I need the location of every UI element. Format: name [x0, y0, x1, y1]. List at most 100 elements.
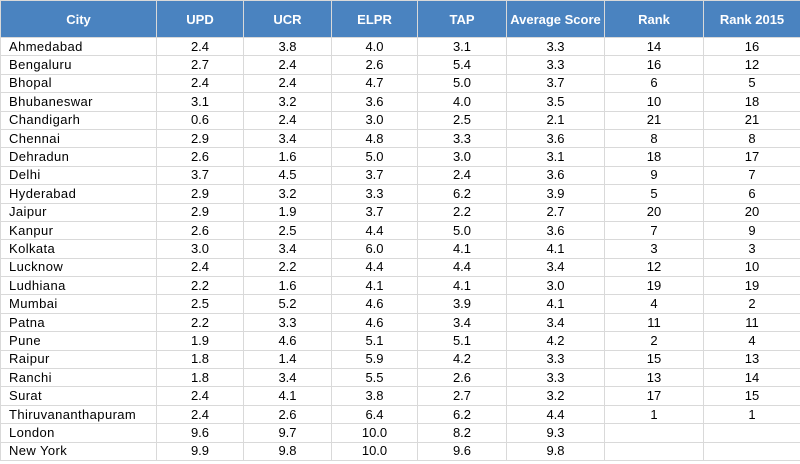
average-score-cell: 3.9 [506, 184, 605, 204]
ucr-cell: 9.8 [243, 441, 332, 461]
header-tap: TAP [417, 0, 507, 38]
ucr-cell: 4.1 [243, 386, 332, 406]
upd-cell: 2.4 [156, 386, 244, 406]
average-score-cell: 3.0 [506, 276, 605, 296]
table-row: Lucknow 2.4 2.2 4.4 4.4 3.4 12 10 [0, 257, 800, 278]
rank-cell: 12 [604, 257, 704, 278]
header-ucr: UCR [243, 0, 332, 38]
city-cell: Jaipur [0, 202, 157, 222]
city-cell: Bengaluru [0, 55, 157, 75]
elpr-cell: 4.8 [331, 128, 418, 149]
table-row: Hyderabad 2.9 3.2 3.3 6.2 3.9 5 6 [0, 184, 800, 204]
table-row: Ludhiana 2.2 1.6 4.1 4.1 3.0 19 19 [0, 276, 800, 296]
city-cell: Dehradun [0, 147, 157, 167]
rank-cell [604, 423, 704, 443]
ucr-cell: 1.9 [243, 202, 332, 222]
rank-2015-cell: 4 [703, 331, 800, 351]
city-cell: Lucknow [0, 257, 157, 278]
elpr-cell: 3.6 [331, 92, 418, 112]
upd-cell: 3.7 [156, 165, 244, 186]
elpr-cell: 3.3 [331, 184, 418, 204]
table-row: Jaipur 2.9 1.9 3.7 2.2 2.7 20 20 [0, 202, 800, 222]
tap-cell: 4.0 [417, 92, 507, 112]
upd-cell: 2.4 [156, 404, 244, 425]
city-cell: Chennai [0, 128, 157, 149]
table-row: Bhopal 2.4 2.4 4.7 5.0 3.7 6 5 [0, 73, 800, 94]
average-score-cell: 4.2 [506, 331, 605, 351]
rank-cell: 6 [604, 73, 704, 94]
table-row: Patna 2.2 3.3 4.6 3.4 3.4 11 11 [0, 312, 800, 333]
elpr-cell: 3.7 [331, 165, 418, 186]
average-score-cell: 3.7 [506, 73, 605, 94]
rank-2015-cell: 6 [703, 184, 800, 204]
ucr-cell: 2.4 [243, 110, 332, 130]
upd-cell: 9.9 [156, 441, 244, 461]
average-score-cell: 3.2 [506, 386, 605, 406]
average-score-cell: 3.5 [506, 92, 605, 112]
table-row: Ahmedabad 2.4 3.8 4.0 3.1 3.3 14 16 [0, 36, 800, 57]
average-score-cell: 3.3 [506, 349, 605, 370]
ucr-cell: 3.4 [243, 128, 332, 149]
ucr-cell: 1.6 [243, 276, 332, 296]
city-cell: Thiruvananthapuram [0, 404, 157, 425]
upd-cell: 2.4 [156, 73, 244, 94]
rank-2015-cell [703, 423, 800, 443]
average-score-cell: 9.8 [506, 441, 605, 461]
rank-cell: 14 [604, 36, 704, 57]
elpr-cell: 5.0 [331, 147, 418, 167]
elpr-cell: 5.1 [331, 331, 418, 351]
average-score-cell: 4.1 [506, 294, 605, 314]
city-cell: Hyderabad [0, 184, 157, 204]
elpr-cell: 4.4 [331, 220, 418, 241]
tap-cell: 6.2 [417, 184, 507, 204]
ucr-cell: 4.5 [243, 165, 332, 186]
rank-cell: 2 [604, 331, 704, 351]
tap-cell: 4.4 [417, 257, 507, 278]
rank-2015-cell: 16 [703, 36, 800, 57]
city-cell: Mumbai [0, 294, 157, 314]
elpr-cell: 3.0 [331, 110, 418, 130]
header-upd: UPD [156, 0, 244, 38]
rank-cell: 17 [604, 386, 704, 406]
table-row: Thiruvananthapuram 2.4 2.6 6.4 6.2 4.4 1 1 [0, 404, 800, 425]
rank-2015-cell: 15 [703, 386, 800, 406]
rank-2015-cell: 17 [703, 147, 800, 167]
header-average-score: Average Score [506, 0, 605, 38]
elpr-cell: 4.1 [331, 276, 418, 296]
tap-cell: 2.4 [417, 165, 507, 186]
rank-cell: 3 [604, 239, 704, 259]
tap-cell: 3.9 [417, 294, 507, 314]
ucr-cell: 2.6 [243, 404, 332, 425]
rank-cell: 4 [604, 294, 704, 314]
average-score-cell: 9.3 [506, 423, 605, 443]
table-body: Ahmedabad 2.4 3.8 4.0 3.1 3.3 14 16 Bengaluru 2.7… [0, 36, 800, 461]
tap-cell: 5.1 [417, 331, 507, 351]
tap-cell: 2.7 [417, 386, 507, 406]
elpr-cell: 4.6 [331, 312, 418, 333]
city-cell: Patna [0, 312, 157, 333]
table-row: Dehradun 2.6 1.6 5.0 3.0 3.1 18 17 [0, 147, 800, 167]
ucr-cell: 4.6 [243, 331, 332, 351]
city-cell: Bhubaneswar [0, 92, 157, 112]
rank-cell: 9 [604, 165, 704, 186]
tap-cell: 3.1 [417, 36, 507, 57]
rank-2015-cell: 8 [703, 128, 800, 149]
upd-cell: 2.4 [156, 257, 244, 278]
tap-cell: 2.6 [417, 368, 507, 388]
rank-cell: 15 [604, 349, 704, 370]
elpr-cell: 3.7 [331, 202, 418, 222]
elpr-cell: 3.8 [331, 386, 418, 406]
table-row: New York 9.9 9.8 10.0 9.6 9.8 [0, 441, 800, 461]
table-row: Chandigarh 0.6 2.4 3.0 2.5 2.1 21 21 [0, 110, 800, 130]
ucr-cell: 2.2 [243, 257, 332, 278]
table-row: Surat 2.4 4.1 3.8 2.7 3.2 17 15 [0, 386, 800, 406]
elpr-cell: 4.7 [331, 73, 418, 94]
table-row: London 9.6 9.7 10.0 8.2 9.3 [0, 423, 800, 443]
ucr-cell: 3.3 [243, 312, 332, 333]
upd-cell: 1.8 [156, 368, 244, 388]
tap-cell: 5.0 [417, 220, 507, 241]
table-row: Kolkata 3.0 3.4 6.0 4.1 4.1 3 3 [0, 239, 800, 259]
ucr-cell: 5.2 [243, 294, 332, 314]
rank-2015-cell: 19 [703, 276, 800, 296]
